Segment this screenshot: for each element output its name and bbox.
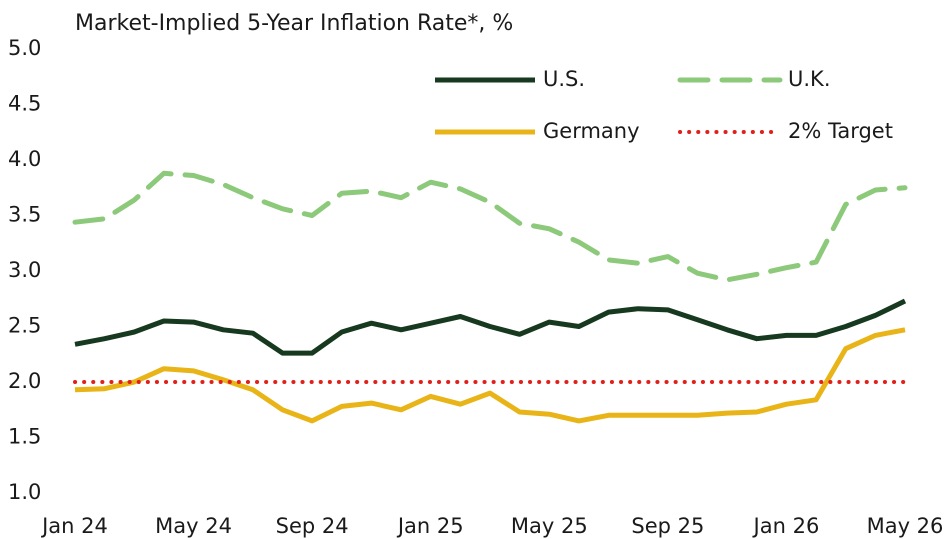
y-tick-label: 2.0 bbox=[8, 369, 41, 393]
y-tick-label: 1.0 bbox=[8, 480, 41, 504]
y-tick-label: 2.5 bbox=[8, 314, 41, 338]
y-tick-label: 3.5 bbox=[8, 203, 41, 227]
x-tick-label: May 24 bbox=[155, 514, 232, 538]
x-tick-label: Jan 24 bbox=[40, 514, 108, 538]
legend-label: Germany bbox=[543, 119, 640, 143]
x-tick-label: May 26 bbox=[867, 514, 944, 538]
x-tick-label: Sep 25 bbox=[631, 514, 704, 538]
x-tick-label: May 25 bbox=[511, 514, 588, 538]
chart-title: Market-Implied 5-Year Inflation Rate*, % bbox=[75, 11, 513, 36]
legend-label: U.K. bbox=[788, 67, 831, 91]
series-line bbox=[72, 170, 908, 283]
y-tick-label: 1.5 bbox=[8, 425, 41, 449]
legend-label: U.S. bbox=[543, 67, 585, 91]
x-tick-label: Jan 26 bbox=[752, 514, 820, 538]
series-line bbox=[74, 298, 907, 356]
x-tick-label: Jan 25 bbox=[396, 514, 464, 538]
legend-label: 2% Target bbox=[788, 119, 893, 143]
series-line bbox=[74, 327, 906, 424]
y-tick-label: 4.5 bbox=[8, 92, 41, 116]
y-tick-label: 3.0 bbox=[8, 258, 41, 282]
y-tick-label: 4.0 bbox=[8, 147, 41, 171]
x-tick-label: Sep 24 bbox=[276, 514, 349, 538]
y-tick-label: 5.0 bbox=[8, 36, 41, 60]
